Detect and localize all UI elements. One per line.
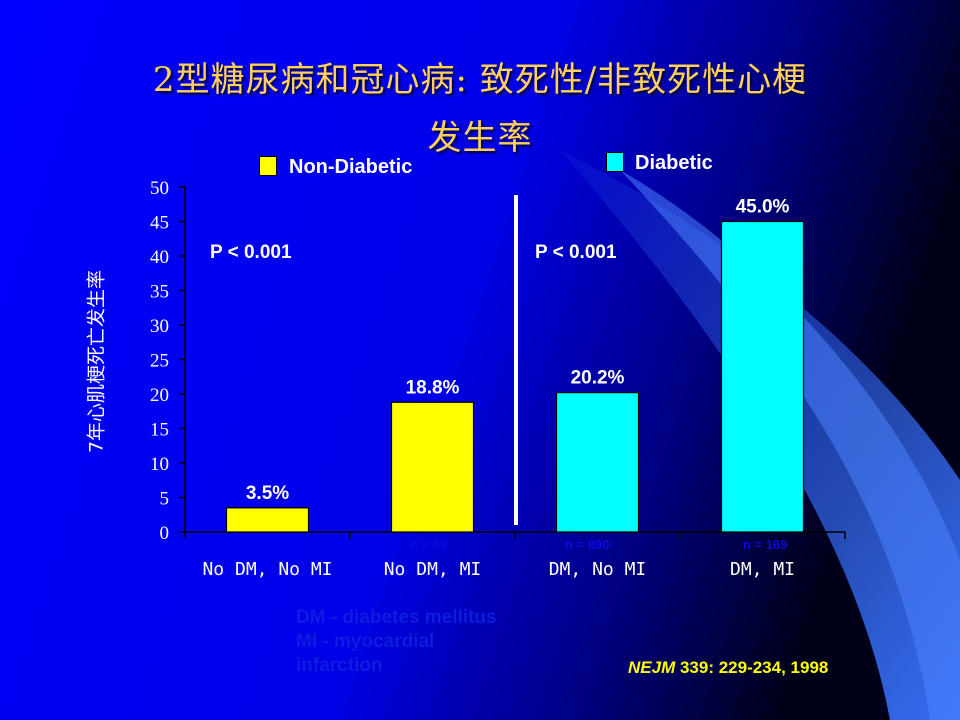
- n-label-dm-mi: n = 169: [743, 537, 788, 552]
- slide-title-line1: 2型糖尿病和冠心病: 致死性/非致死性心梗: [152, 60, 808, 100]
- footnote-line-mi: MI - myocardial: [296, 631, 435, 652]
- y-tick-label: 25: [150, 351, 169, 372]
- bar: [225, 507, 310, 533]
- x-category-label: No DM, MI: [384, 559, 482, 580]
- reference-citation: NEJM 339: 229-234, 1998: [628, 658, 828, 678]
- footnote-line-dm: DM - diabetes mellitus: [296, 607, 497, 628]
- decorative-swoosh-light: [620, 170, 960, 720]
- bar-value-label: 18.8%: [406, 377, 460, 398]
- y-tick-label: 5: [160, 489, 170, 510]
- decorative-swoosh: [560, 150, 960, 720]
- y-tick-label: 35: [150, 282, 169, 303]
- y-tick-label: 0: [160, 523, 170, 544]
- footnote-line-infarction: infarction: [296, 655, 383, 676]
- y-tick-label: 45: [150, 213, 169, 234]
- p-value-non-diabetic: P < 0.001: [210, 242, 292, 263]
- slide-title-line2: 发生率: [427, 118, 533, 158]
- bar-value-label: 45.0%: [736, 197, 790, 218]
- bar: [720, 220, 805, 533]
- reference-details: 339: 229-234, 1998: [675, 658, 829, 677]
- bar-value-label: 20.2%: [571, 368, 625, 389]
- x-category-label: DM, MI: [730, 559, 795, 580]
- footnote-abbreviations: DM - diabetes mellitus MI - myocardial i…: [296, 606, 497, 678]
- y-tick-label: 40: [150, 247, 169, 268]
- legend-label-non-diabetic: Non-Diabetic: [289, 156, 413, 178]
- n-label-dm-no-mi: n = 890: [565, 537, 610, 552]
- y-tick-label: 10: [150, 454, 169, 475]
- x-category-label: No DM, No MI: [202, 559, 332, 580]
- bar: [555, 392, 640, 533]
- bar: [390, 401, 475, 533]
- legend-swatch-non-diabetic: [259, 156, 277, 176]
- reference-journal: NEJM: [628, 658, 676, 677]
- x-category-label: DM, No MI: [549, 559, 647, 580]
- y-tick-label: 20: [150, 385, 169, 406]
- legend-swatch-diabetic: [606, 152, 624, 172]
- y-tick-label: 50: [150, 178, 169, 199]
- y-tick-label: 15: [150, 420, 169, 441]
- bar-value-label: 3.5%: [246, 483, 289, 504]
- legend-label-diabetic: Diabetic: [635, 152, 713, 174]
- p-value-diabetic: P < 0.001: [535, 242, 617, 263]
- y-tick-label: 30: [150, 316, 169, 337]
- n-label-no-dm-mi: n = 69: [410, 537, 448, 552]
